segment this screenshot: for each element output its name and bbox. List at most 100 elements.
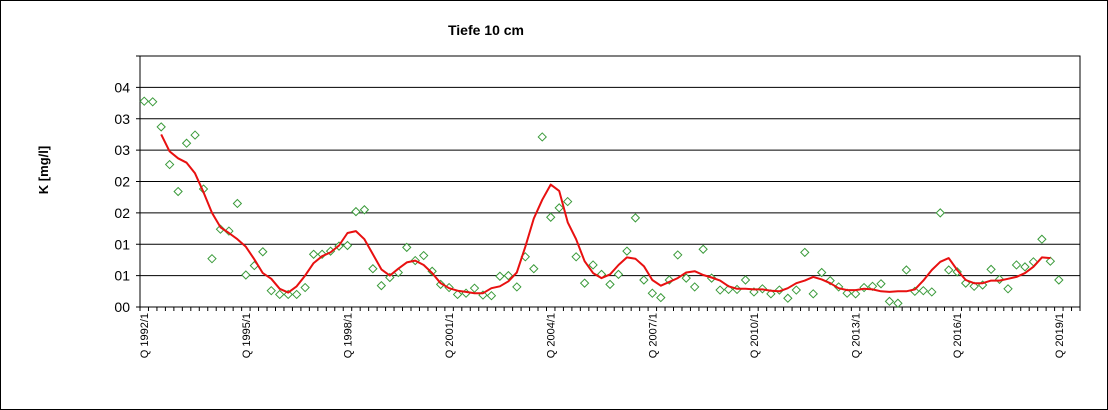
data-point (215, 224, 226, 234)
data-point (808, 289, 818, 299)
data-point (342, 240, 353, 251)
data-point (783, 293, 793, 303)
data-point (190, 130, 200, 140)
y-axis-label: K [mg/l] (36, 146, 51, 194)
data-point (300, 282, 310, 293)
x-tick-label: Q 1998/1 (342, 313, 354, 358)
data-point (893, 298, 903, 308)
y-tick-label: 00 (114, 299, 130, 315)
x-tick-label: Q 2019/1 (1054, 313, 1066, 358)
data-point (402, 242, 412, 253)
data-point (850, 289, 861, 299)
y-tick-label: 03 (114, 111, 130, 127)
data-point (622, 246, 632, 256)
data-point (359, 205, 370, 215)
data-point (529, 264, 539, 274)
x-tick-label: Q 1995/1 (241, 313, 253, 358)
data-point (605, 279, 615, 290)
data-point (944, 265, 954, 275)
data-point (571, 252, 581, 262)
x-tick-label: Q 2007/1 (647, 313, 659, 358)
data-point (1020, 262, 1030, 272)
data-point (368, 264, 378, 274)
data-point (698, 244, 708, 254)
data-point (164, 159, 175, 170)
data-point (681, 273, 691, 283)
data-point (562, 196, 573, 207)
data-point (495, 271, 505, 281)
data-point (486, 290, 497, 301)
data-point (351, 206, 361, 217)
data-point (139, 96, 149, 106)
data-point (656, 292, 666, 303)
line-series (160, 133, 1051, 295)
data-point (435, 279, 446, 290)
data-point (842, 288, 852, 298)
data-point (554, 203, 564, 213)
data-point (173, 186, 183, 197)
x-axis-ticks: Q 1992/1 Q 1995/1 Q 1998/1 Q 2001/1 Q 2004/1… (139, 307, 1081, 358)
data-point (673, 250, 683, 260)
data-point (181, 138, 192, 148)
data-point (884, 296, 895, 307)
x-tick-label: Q 2001/1 (444, 313, 456, 358)
y-tick-label: 02 (114, 174, 130, 190)
data-point (715, 285, 725, 295)
data-point (147, 97, 158, 107)
data-point (512, 282, 522, 292)
y-tick-label: 03 (114, 142, 130, 158)
data-point (376, 280, 387, 291)
data-point (647, 288, 658, 298)
data-point (613, 269, 624, 280)
x-tick-label: Q 1992/1 (139, 313, 151, 358)
data-point (241, 270, 251, 280)
y-tick-label: 02 (114, 205, 130, 221)
gridlines (140, 86, 1080, 277)
data-point (791, 285, 802, 295)
x-tick-label: Q 2010/1 (749, 313, 761, 358)
data-point (935, 208, 945, 218)
data-point (1037, 234, 1047, 244)
data-point (639, 275, 649, 285)
data-point (579, 278, 590, 288)
data-point (207, 253, 217, 264)
data-point (232, 198, 243, 209)
data-point (740, 275, 751, 285)
data-point (859, 282, 869, 293)
data-point (630, 213, 641, 223)
data-point (385, 272, 395, 283)
data-point (156, 122, 166, 132)
data-point (986, 264, 996, 275)
chart-title: Tiefe 10 cm (448, 22, 524, 38)
data-point (503, 270, 514, 281)
data-point (537, 132, 547, 142)
data-point (969, 281, 979, 291)
data-point (546, 212, 556, 222)
y-tick-label: 01 (114, 236, 130, 252)
x-tick-label: Q 2013/1 (851, 313, 863, 358)
data-point (317, 249, 327, 259)
moving-average-line (160, 133, 1051, 295)
data-point (291, 289, 302, 300)
x-tick-label: Q 2016/1 (952, 313, 964, 358)
data-point (918, 285, 929, 296)
data-point (800, 247, 810, 258)
data-point (418, 250, 429, 261)
data-point (308, 249, 319, 259)
data-point (452, 289, 463, 300)
y-tick-label: 01 (114, 268, 130, 284)
y-axis-ticks: 00 01 01 02 02 03 03 04 (114, 55, 140, 315)
data-point (469, 283, 480, 293)
y-tick-label: 04 (114, 79, 130, 95)
data-point (1045, 256, 1056, 266)
data-point (876, 279, 886, 289)
data-point (901, 265, 912, 275)
data-point (1003, 284, 1013, 294)
data-point (1054, 275, 1064, 285)
data-point (266, 285, 276, 296)
data-point (258, 247, 268, 257)
data-point (1011, 260, 1022, 270)
scatter-series (139, 96, 1064, 308)
